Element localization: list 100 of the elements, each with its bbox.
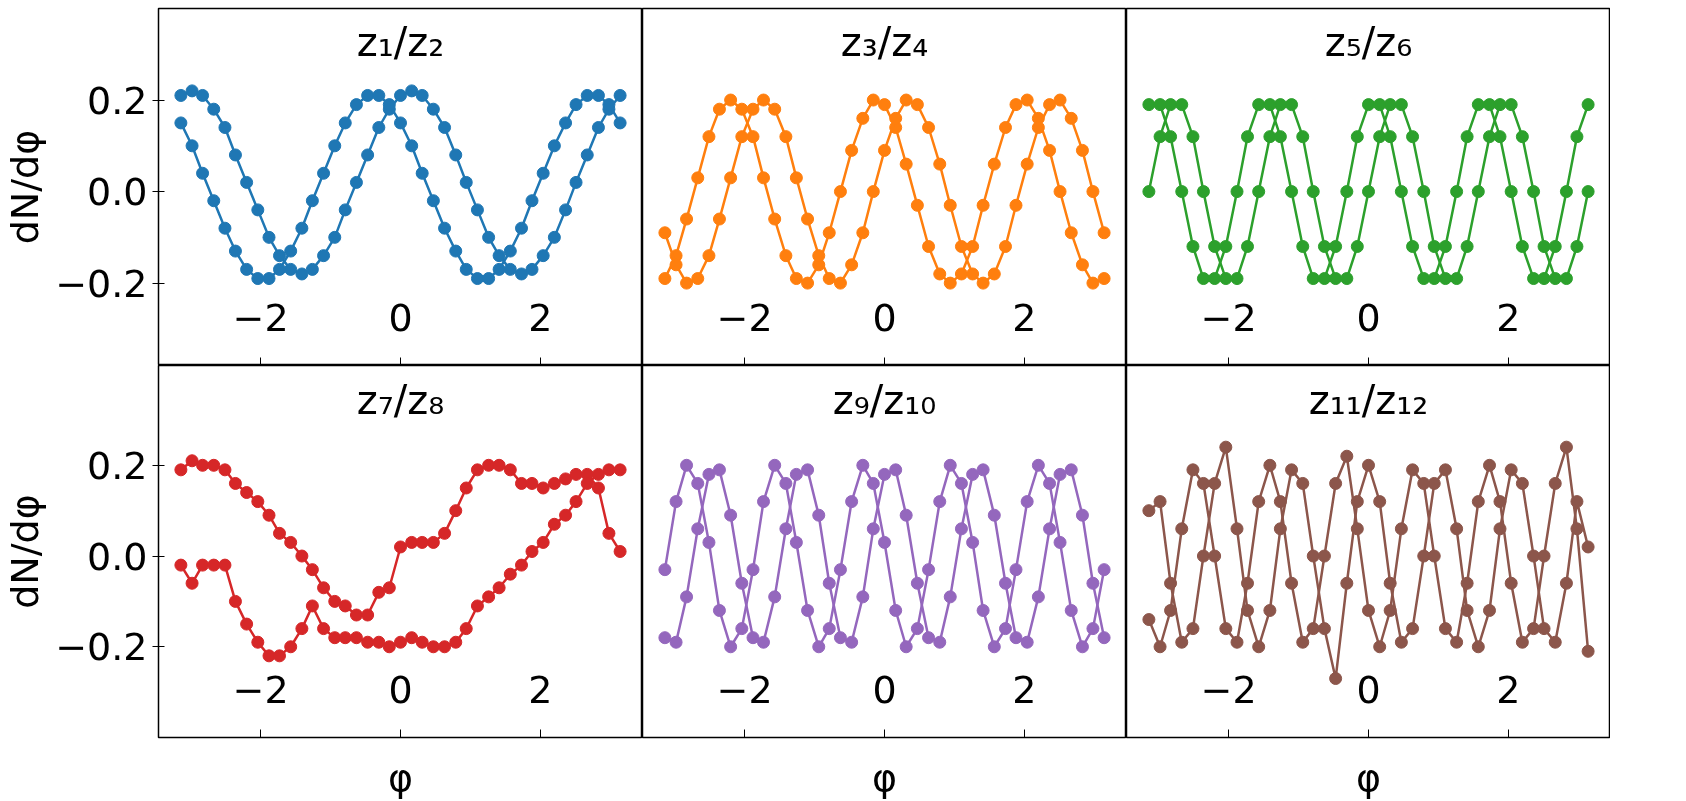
point (1175, 185, 1189, 199)
point (1438, 463, 1452, 477)
point (1329, 672, 1343, 686)
point (613, 88, 627, 102)
point (273, 249, 286, 263)
point (196, 166, 210, 180)
point (1230, 635, 1244, 649)
point (503, 463, 517, 477)
point (1097, 563, 1111, 577)
point (933, 495, 947, 509)
point (1559, 272, 1573, 286)
point (372, 635, 386, 649)
point (910, 98, 924, 112)
point (449, 635, 463, 649)
point (1097, 631, 1111, 645)
point (1208, 549, 1222, 563)
point (1406, 130, 1420, 144)
point (1196, 185, 1210, 199)
point (591, 467, 605, 481)
point (317, 581, 331, 595)
point (349, 98, 363, 112)
point (922, 240, 936, 253)
point (1009, 563, 1023, 577)
point (503, 262, 517, 276)
point (669, 635, 683, 649)
point (680, 212, 694, 226)
point (789, 535, 803, 549)
point (228, 244, 242, 258)
point (1383, 603, 1397, 617)
point (559, 116, 573, 130)
point (482, 230, 496, 244)
point (1306, 272, 1320, 286)
point (658, 631, 672, 645)
point (1175, 635, 1189, 649)
point (922, 121, 936, 134)
point (470, 203, 484, 217)
point (702, 535, 716, 549)
point (746, 631, 760, 645)
point (1196, 476, 1210, 490)
point (1537, 622, 1551, 636)
point (536, 535, 550, 549)
point (1153, 98, 1167, 112)
point (251, 495, 265, 509)
point (976, 276, 990, 290)
point (559, 472, 573, 486)
point (1153, 130, 1167, 144)
point (459, 262, 473, 276)
point (1086, 576, 1100, 590)
point (1394, 98, 1408, 112)
point (1252, 185, 1266, 199)
point (910, 198, 924, 212)
point (999, 576, 1012, 590)
point (899, 93, 913, 107)
point (801, 603, 815, 617)
x-axis-title: φ (871, 755, 898, 800)
point (735, 130, 749, 144)
point (426, 640, 440, 654)
point (1086, 185, 1100, 199)
point (1164, 130, 1178, 144)
point (174, 88, 188, 102)
point (415, 166, 429, 180)
point (372, 121, 386, 134)
point (547, 139, 561, 153)
point (240, 617, 254, 631)
point (525, 545, 539, 558)
point (251, 635, 265, 649)
point (547, 517, 561, 531)
point (1559, 440, 1573, 454)
point (801, 276, 815, 290)
point (746, 102, 760, 116)
point (976, 463, 990, 477)
y-axis-title: dN/dφ (3, 494, 48, 609)
point (1340, 576, 1354, 590)
point (459, 175, 473, 189)
point (328, 230, 342, 244)
point (866, 522, 880, 536)
point (1450, 272, 1464, 286)
point (1460, 576, 1474, 590)
x-tick-label: −2 (716, 667, 773, 712)
point (856, 590, 870, 604)
point (613, 116, 627, 130)
point (492, 262, 506, 276)
point (295, 267, 309, 281)
point (1142, 613, 1156, 627)
point (503, 244, 517, 258)
y-axis-title: dN/dφ (3, 129, 48, 245)
point (449, 504, 463, 518)
point (1504, 463, 1518, 477)
point (768, 590, 782, 604)
point (669, 258, 683, 272)
point (1406, 240, 1420, 253)
x-tick-label: −2 (1200, 295, 1257, 340)
point (1373, 495, 1387, 509)
point (1350, 522, 1364, 536)
point (1504, 98, 1518, 112)
point (1581, 98, 1595, 112)
point (1350, 130, 1364, 144)
point (415, 535, 429, 549)
point (228, 148, 242, 162)
point (228, 476, 242, 490)
